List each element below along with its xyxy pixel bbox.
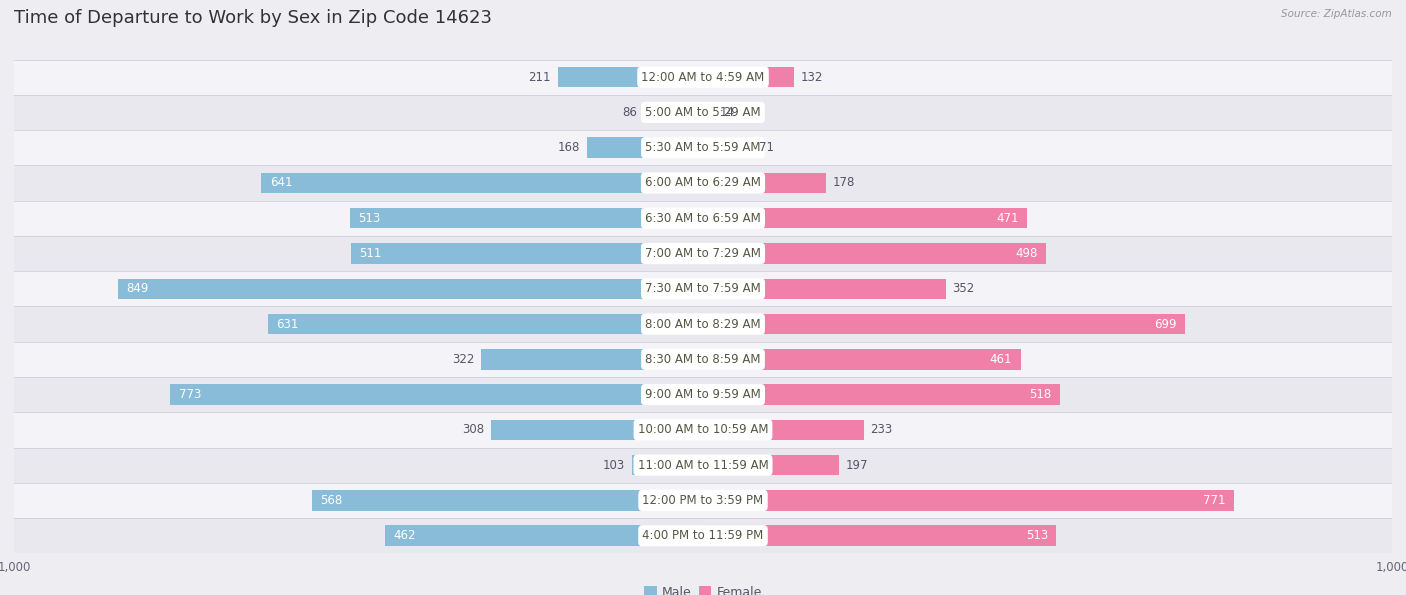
Bar xyxy=(0,483,1406,518)
Text: 461: 461 xyxy=(990,353,1012,366)
Text: 498: 498 xyxy=(1015,247,1038,260)
Text: 5:30 AM to 5:59 AM: 5:30 AM to 5:59 AM xyxy=(645,141,761,154)
Text: 4:00 PM to 11:59 PM: 4:00 PM to 11:59 PM xyxy=(643,529,763,542)
Text: 6:00 AM to 6:29 AM: 6:00 AM to 6:29 AM xyxy=(645,177,761,189)
Bar xyxy=(0,201,1406,236)
Bar xyxy=(703,384,1060,405)
Bar xyxy=(0,306,1406,342)
Bar xyxy=(350,208,703,228)
Bar xyxy=(703,349,1021,369)
Text: 9:00 AM to 9:59 AM: 9:00 AM to 9:59 AM xyxy=(645,388,761,401)
Bar xyxy=(0,342,1406,377)
Text: 513: 513 xyxy=(359,212,380,225)
Bar xyxy=(0,271,1406,306)
Bar xyxy=(0,236,1406,271)
Text: 771: 771 xyxy=(1204,494,1226,507)
Text: Source: ZipAtlas.com: Source: ZipAtlas.com xyxy=(1281,9,1392,19)
Text: 197: 197 xyxy=(845,459,868,472)
Bar xyxy=(703,208,1028,228)
Text: 849: 849 xyxy=(127,282,149,295)
Bar xyxy=(703,173,825,193)
Bar xyxy=(312,490,703,511)
Text: 103: 103 xyxy=(603,459,626,472)
Bar xyxy=(0,130,1406,165)
Text: 10:00 AM to 10:59 AM: 10:00 AM to 10:59 AM xyxy=(638,424,768,436)
Text: 773: 773 xyxy=(179,388,201,401)
Text: 308: 308 xyxy=(461,424,484,436)
Bar xyxy=(481,349,703,369)
Bar xyxy=(0,165,1406,201)
Bar xyxy=(703,419,863,440)
Text: Time of Departure to Work by Sex in Zip Code 14623: Time of Departure to Work by Sex in Zip … xyxy=(14,9,492,27)
Bar xyxy=(0,377,1406,412)
Bar xyxy=(0,518,1406,553)
Text: 513: 513 xyxy=(1026,529,1047,542)
Bar xyxy=(703,455,839,475)
Bar xyxy=(703,314,1185,334)
Bar xyxy=(118,278,703,299)
Bar xyxy=(170,384,703,405)
Text: 211: 211 xyxy=(529,71,551,84)
Text: 322: 322 xyxy=(451,353,474,366)
Bar xyxy=(262,173,703,193)
Text: 7:30 AM to 7:59 AM: 7:30 AM to 7:59 AM xyxy=(645,282,761,295)
Bar xyxy=(385,525,703,546)
Text: 8:00 AM to 8:29 AM: 8:00 AM to 8:29 AM xyxy=(645,318,761,331)
Text: 132: 132 xyxy=(801,71,823,84)
Text: 631: 631 xyxy=(277,318,299,331)
Bar xyxy=(558,67,703,87)
Text: 6:30 AM to 6:59 AM: 6:30 AM to 6:59 AM xyxy=(645,212,761,225)
Bar xyxy=(703,525,1056,546)
Text: 352: 352 xyxy=(952,282,974,295)
Bar xyxy=(352,243,703,264)
Bar xyxy=(0,412,1406,447)
Bar xyxy=(703,243,1046,264)
Bar xyxy=(0,447,1406,483)
Text: 5:00 AM to 5:29 AM: 5:00 AM to 5:29 AM xyxy=(645,106,761,119)
Text: 12:00 AM to 4:59 AM: 12:00 AM to 4:59 AM xyxy=(641,71,765,84)
Text: 568: 568 xyxy=(321,494,342,507)
Bar xyxy=(0,95,1406,130)
Text: 511: 511 xyxy=(359,247,381,260)
Bar xyxy=(703,67,794,87)
Bar xyxy=(269,314,703,334)
Bar xyxy=(703,278,945,299)
Bar xyxy=(644,102,703,123)
Bar xyxy=(703,490,1234,511)
Text: 11:00 AM to 11:59 AM: 11:00 AM to 11:59 AM xyxy=(638,459,768,472)
Legend: Male, Female: Male, Female xyxy=(640,581,766,595)
Text: 462: 462 xyxy=(392,529,416,542)
Text: 178: 178 xyxy=(832,177,855,189)
Text: 86: 86 xyxy=(621,106,637,119)
Bar xyxy=(703,137,752,158)
Bar xyxy=(703,102,713,123)
Text: 641: 641 xyxy=(270,177,292,189)
Text: 8:30 AM to 8:59 AM: 8:30 AM to 8:59 AM xyxy=(645,353,761,366)
Text: 14: 14 xyxy=(720,106,734,119)
Text: 699: 699 xyxy=(1154,318,1177,331)
Bar xyxy=(0,60,1406,95)
Bar xyxy=(633,455,703,475)
Text: 71: 71 xyxy=(759,141,773,154)
Text: 12:00 PM to 3:59 PM: 12:00 PM to 3:59 PM xyxy=(643,494,763,507)
Text: 233: 233 xyxy=(870,424,893,436)
Bar xyxy=(491,419,703,440)
Text: 7:00 AM to 7:29 AM: 7:00 AM to 7:29 AM xyxy=(645,247,761,260)
Text: 518: 518 xyxy=(1029,388,1052,401)
Bar xyxy=(588,137,703,158)
Text: 168: 168 xyxy=(558,141,581,154)
Text: 471: 471 xyxy=(997,212,1019,225)
